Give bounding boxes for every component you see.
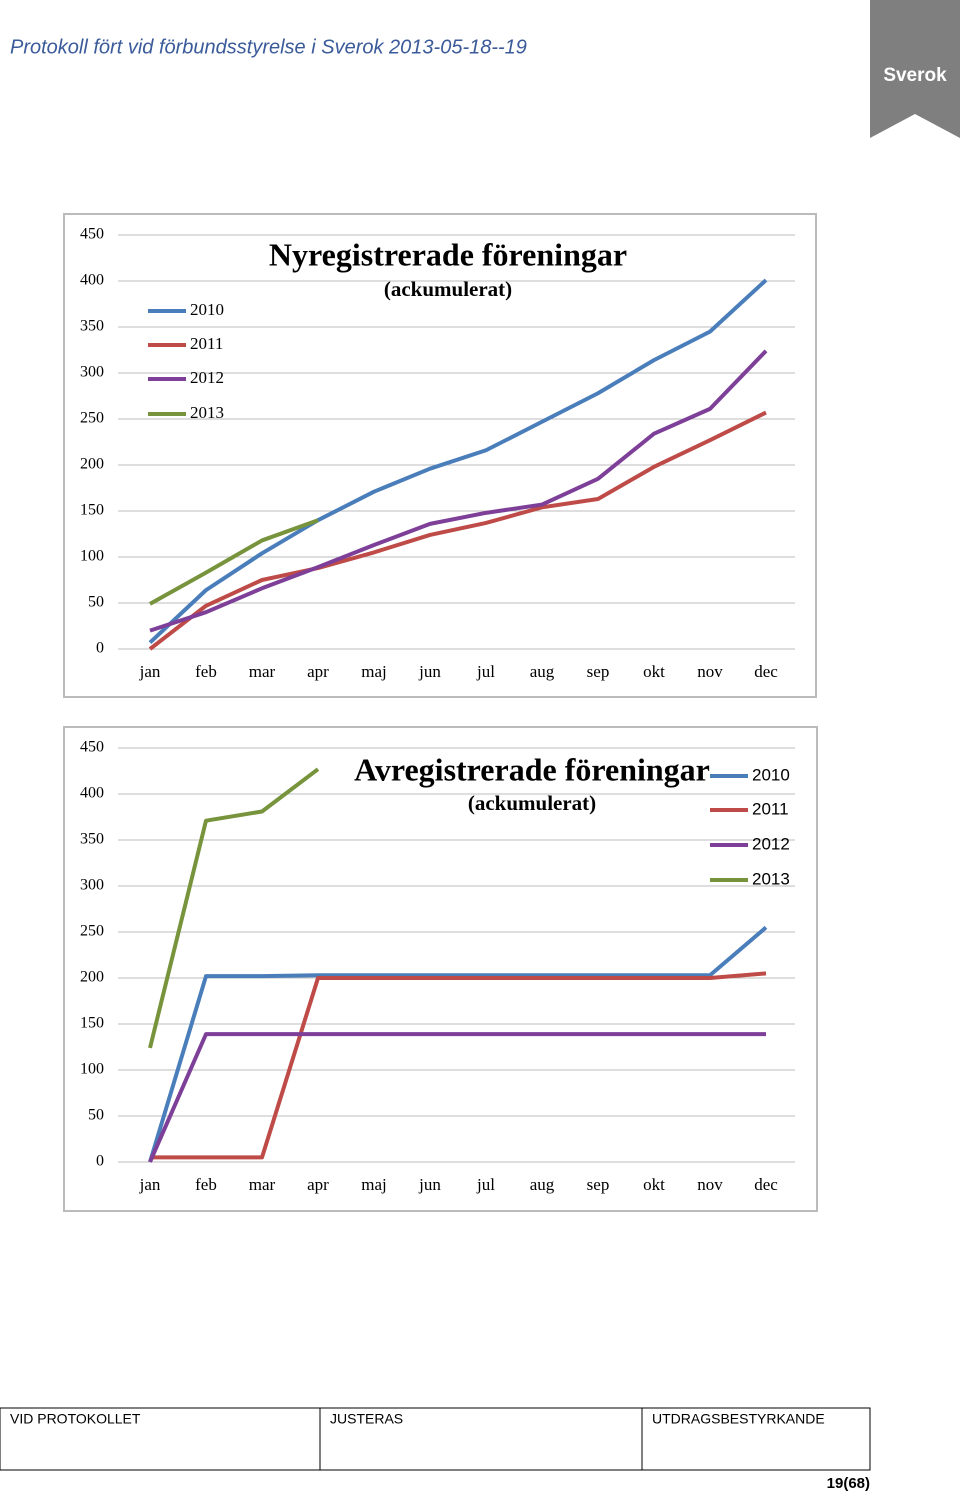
y-tick-label: 150 <box>80 502 104 519</box>
x-tick-label: okt <box>643 662 665 681</box>
y-tick-label: 300 <box>80 877 104 894</box>
x-tick-label: jun <box>418 1175 441 1194</box>
x-tick-label: maj <box>361 1175 387 1194</box>
x-tick-label: mar <box>249 1175 276 1194</box>
y-tick-label: 50 <box>88 1107 104 1124</box>
x-tick-label: apr <box>307 662 329 681</box>
logo-badge <box>870 0 960 138</box>
x-tick-label: sep <box>587 662 610 681</box>
x-tick-label: aug <box>530 1175 555 1194</box>
footer-label: JUSTERAS <box>330 1411 403 1427</box>
x-tick-label: apr <box>307 1175 329 1194</box>
x-tick-label: dec <box>754 662 778 681</box>
x-tick-label: feb <box>195 1175 217 1194</box>
footer-label: VID PROTOKOLLET <box>10 1411 141 1427</box>
x-tick-label: mar <box>249 662 276 681</box>
legend-label: 2012 <box>190 368 224 387</box>
y-tick-label: 250 <box>80 410 104 427</box>
x-tick-label: feb <box>195 662 217 681</box>
y-tick-label: 50 <box>88 594 104 611</box>
x-tick-label: sep <box>587 1175 610 1194</box>
x-tick-label: nov <box>697 1175 723 1194</box>
y-tick-label: 0 <box>96 1153 104 1170</box>
y-tick-label: 350 <box>80 831 104 848</box>
legend-label: 2013 <box>752 869 790 888</box>
page-number: 19(68) <box>827 1475 870 1492</box>
chart-title: Nyregistrerade föreningar <box>269 236 627 272</box>
legend-label: 2011 <box>752 799 789 818</box>
legend-label: 2012 <box>752 834 790 853</box>
chart-subtitle: (ackumulerat) <box>468 791 596 815</box>
y-tick-label: 300 <box>80 364 104 381</box>
series-line <box>149 349 768 633</box>
y-tick-label: 0 <box>96 640 104 657</box>
legend-label: 2013 <box>190 403 224 422</box>
y-tick-label: 450 <box>80 226 104 243</box>
logo-text: Sverok <box>883 65 947 86</box>
y-tick-label: 100 <box>80 1061 104 1078</box>
y-tick-label: 200 <box>80 456 104 473</box>
series-line <box>150 971 767 1160</box>
footer-label: UTDRAGSBESTYRKANDE <box>652 1411 825 1427</box>
series-line <box>148 925 768 1163</box>
series-line <box>148 278 768 645</box>
footer-table <box>0 1407 871 1471</box>
x-tick-label: okt <box>643 1175 665 1194</box>
chart-title: Avregistrerade föreningar <box>354 751 710 787</box>
y-tick-label: 150 <box>80 1015 104 1032</box>
chart-frame <box>63 726 818 1212</box>
legend-label: 2010 <box>190 300 224 319</box>
series-line <box>148 767 320 1049</box>
legend-label: 2010 <box>752 765 790 784</box>
x-tick-label: jan <box>139 662 161 681</box>
x-tick-label: jul <box>476 1175 495 1194</box>
y-tick-label: 400 <box>80 785 104 802</box>
y-tick-label: 100 <box>80 548 104 565</box>
y-tick-label: 450 <box>80 739 104 756</box>
header-title: Protokoll fört vid förbundsstyrelse i Sv… <box>10 36 527 58</box>
x-tick-label: aug <box>530 662 555 681</box>
series-line <box>148 1032 766 1163</box>
x-tick-label: jun <box>418 662 441 681</box>
x-tick-label: dec <box>754 1175 778 1194</box>
x-tick-label: nov <box>697 662 723 681</box>
series-line <box>148 410 767 651</box>
y-tick-label: 200 <box>80 969 104 986</box>
legend-label: 2011 <box>190 334 223 353</box>
x-tick-label: maj <box>361 662 387 681</box>
chart-subtitle: (ackumulerat) <box>384 277 512 301</box>
x-tick-label: jul <box>476 662 495 681</box>
series-line <box>149 518 319 606</box>
y-tick-label: 250 <box>80 923 104 940</box>
y-tick-label: 350 <box>80 318 104 335</box>
y-tick-label: 400 <box>80 272 104 289</box>
x-tick-label: jan <box>139 1175 161 1194</box>
chart-frame <box>63 213 817 698</box>
